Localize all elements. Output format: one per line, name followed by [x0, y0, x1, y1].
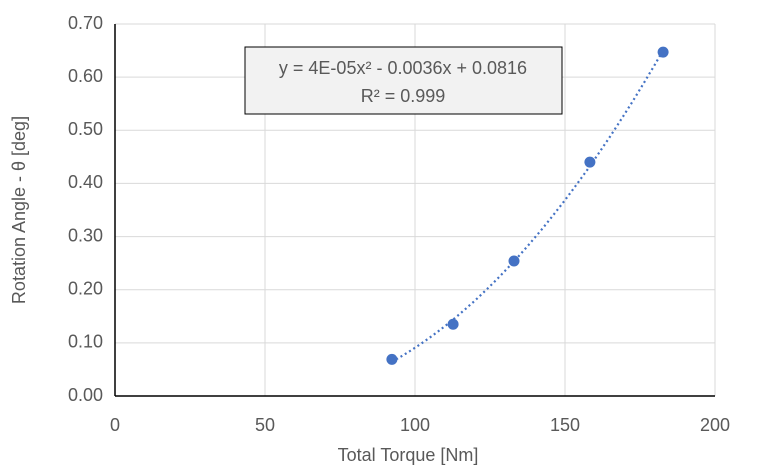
equation-box [244, 46, 563, 115]
x-tick-label: 0 [110, 415, 120, 435]
x-tick-label: 200 [700, 415, 730, 435]
y-tick-label: 0.70 [68, 13, 103, 33]
y-tick-label: 0.50 [68, 119, 103, 139]
x-tick-label: 50 [255, 415, 275, 435]
data-point [447, 318, 459, 330]
y-tick-label: 0.10 [68, 332, 103, 352]
y-tick-label: 0.60 [68, 66, 103, 86]
data-point [584, 156, 596, 168]
x-axis-label: Total Torque [Nm] [338, 445, 479, 465]
data-point [386, 353, 398, 365]
y-axis-label: Rotation Angle - θ [deg] [9, 116, 29, 304]
y-tick-label: 0.30 [68, 225, 103, 245]
y-tick-label: 0.40 [68, 172, 103, 192]
trendline [391, 49, 665, 363]
y-tick-label: 0.00 [68, 385, 103, 405]
y-tick-label: 0.20 [68, 278, 103, 298]
data-point [657, 46, 669, 58]
x-tick-label: 150 [550, 415, 580, 435]
trendline-equation: y = 4E-05x² - 0.0036x + 0.0816 [279, 58, 527, 78]
data-point [508, 255, 520, 267]
trendline-r-squared: R² = 0.999 [361, 86, 446, 106]
x-tick-label: 100 [400, 415, 430, 435]
